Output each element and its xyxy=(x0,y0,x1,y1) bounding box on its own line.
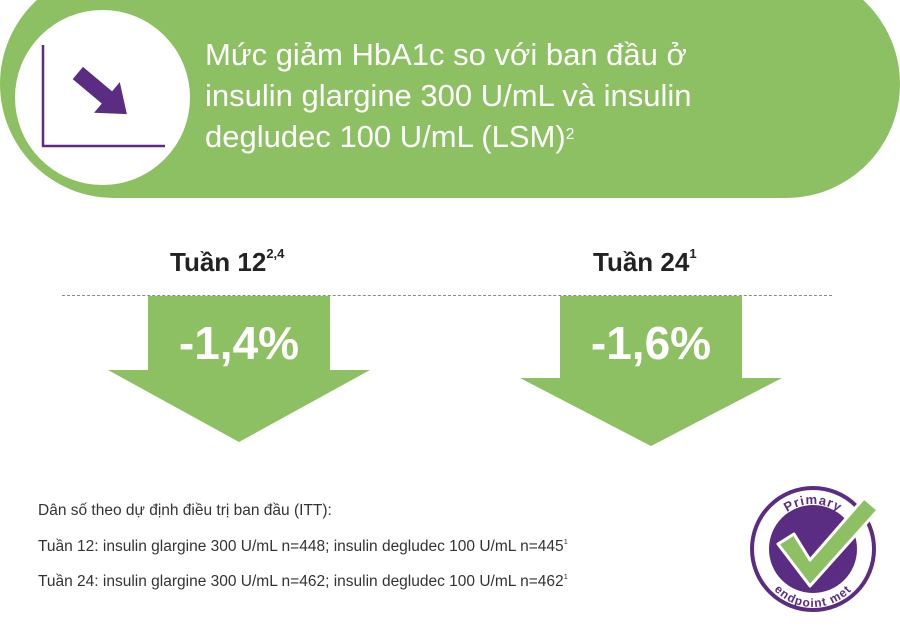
week-12-hba1c-change: -1,4% xyxy=(178,317,300,369)
week-12-heading: Tuần 122,4 xyxy=(170,245,285,278)
banner-title: Mức giảm HbA1c so với ban đầu ở insulin … xyxy=(205,34,845,157)
itt-population-note: Dân số theo dự định điều trị ban đầu (IT… xyxy=(38,502,332,519)
note-text: Tuần 12: insulin glargine 300 U/mL n=448… xyxy=(38,538,564,555)
reference-superscript: 1 xyxy=(563,537,568,547)
dashed-divider xyxy=(62,295,832,296)
week-label: Tuần 24 xyxy=(593,247,690,277)
reference-superscript: 1 xyxy=(689,245,697,261)
week-24-sample-size-note: Tuần 24: insulin glargine 300 U/mL n=462… xyxy=(38,572,568,591)
trend-down-icon xyxy=(15,10,190,185)
reference-superscript: 2 xyxy=(565,126,575,144)
banner-title-line: Mức giảm HbA1c so với ban đầu ở xyxy=(205,37,687,72)
week-12-down-arrow: -1,4% xyxy=(108,296,370,442)
note-text: Tuần 24: insulin glargine 300 U/mL n=462… xyxy=(38,573,564,590)
week-12-sample-size-note: Tuần 12: insulin glargine 300 U/mL n=448… xyxy=(38,537,568,556)
primary-endpoint-badge-icon: Primary endpoint met xyxy=(738,474,888,629)
week-label: Tuần 12 xyxy=(170,247,267,277)
week-24-heading: Tuần 241 xyxy=(593,245,697,278)
reference-superscript: 1 xyxy=(563,572,568,582)
banner-title-line: insulin glargine 300 U/mL và insulin xyxy=(205,78,692,113)
banner-title-line: degludec 100 U/mL (LSM) xyxy=(205,119,566,154)
week-24-down-arrow: -1,6% xyxy=(520,296,782,446)
week-24-hba1c-change: -1,6% xyxy=(590,317,712,369)
reference-superscript: 2,4 xyxy=(266,245,285,261)
